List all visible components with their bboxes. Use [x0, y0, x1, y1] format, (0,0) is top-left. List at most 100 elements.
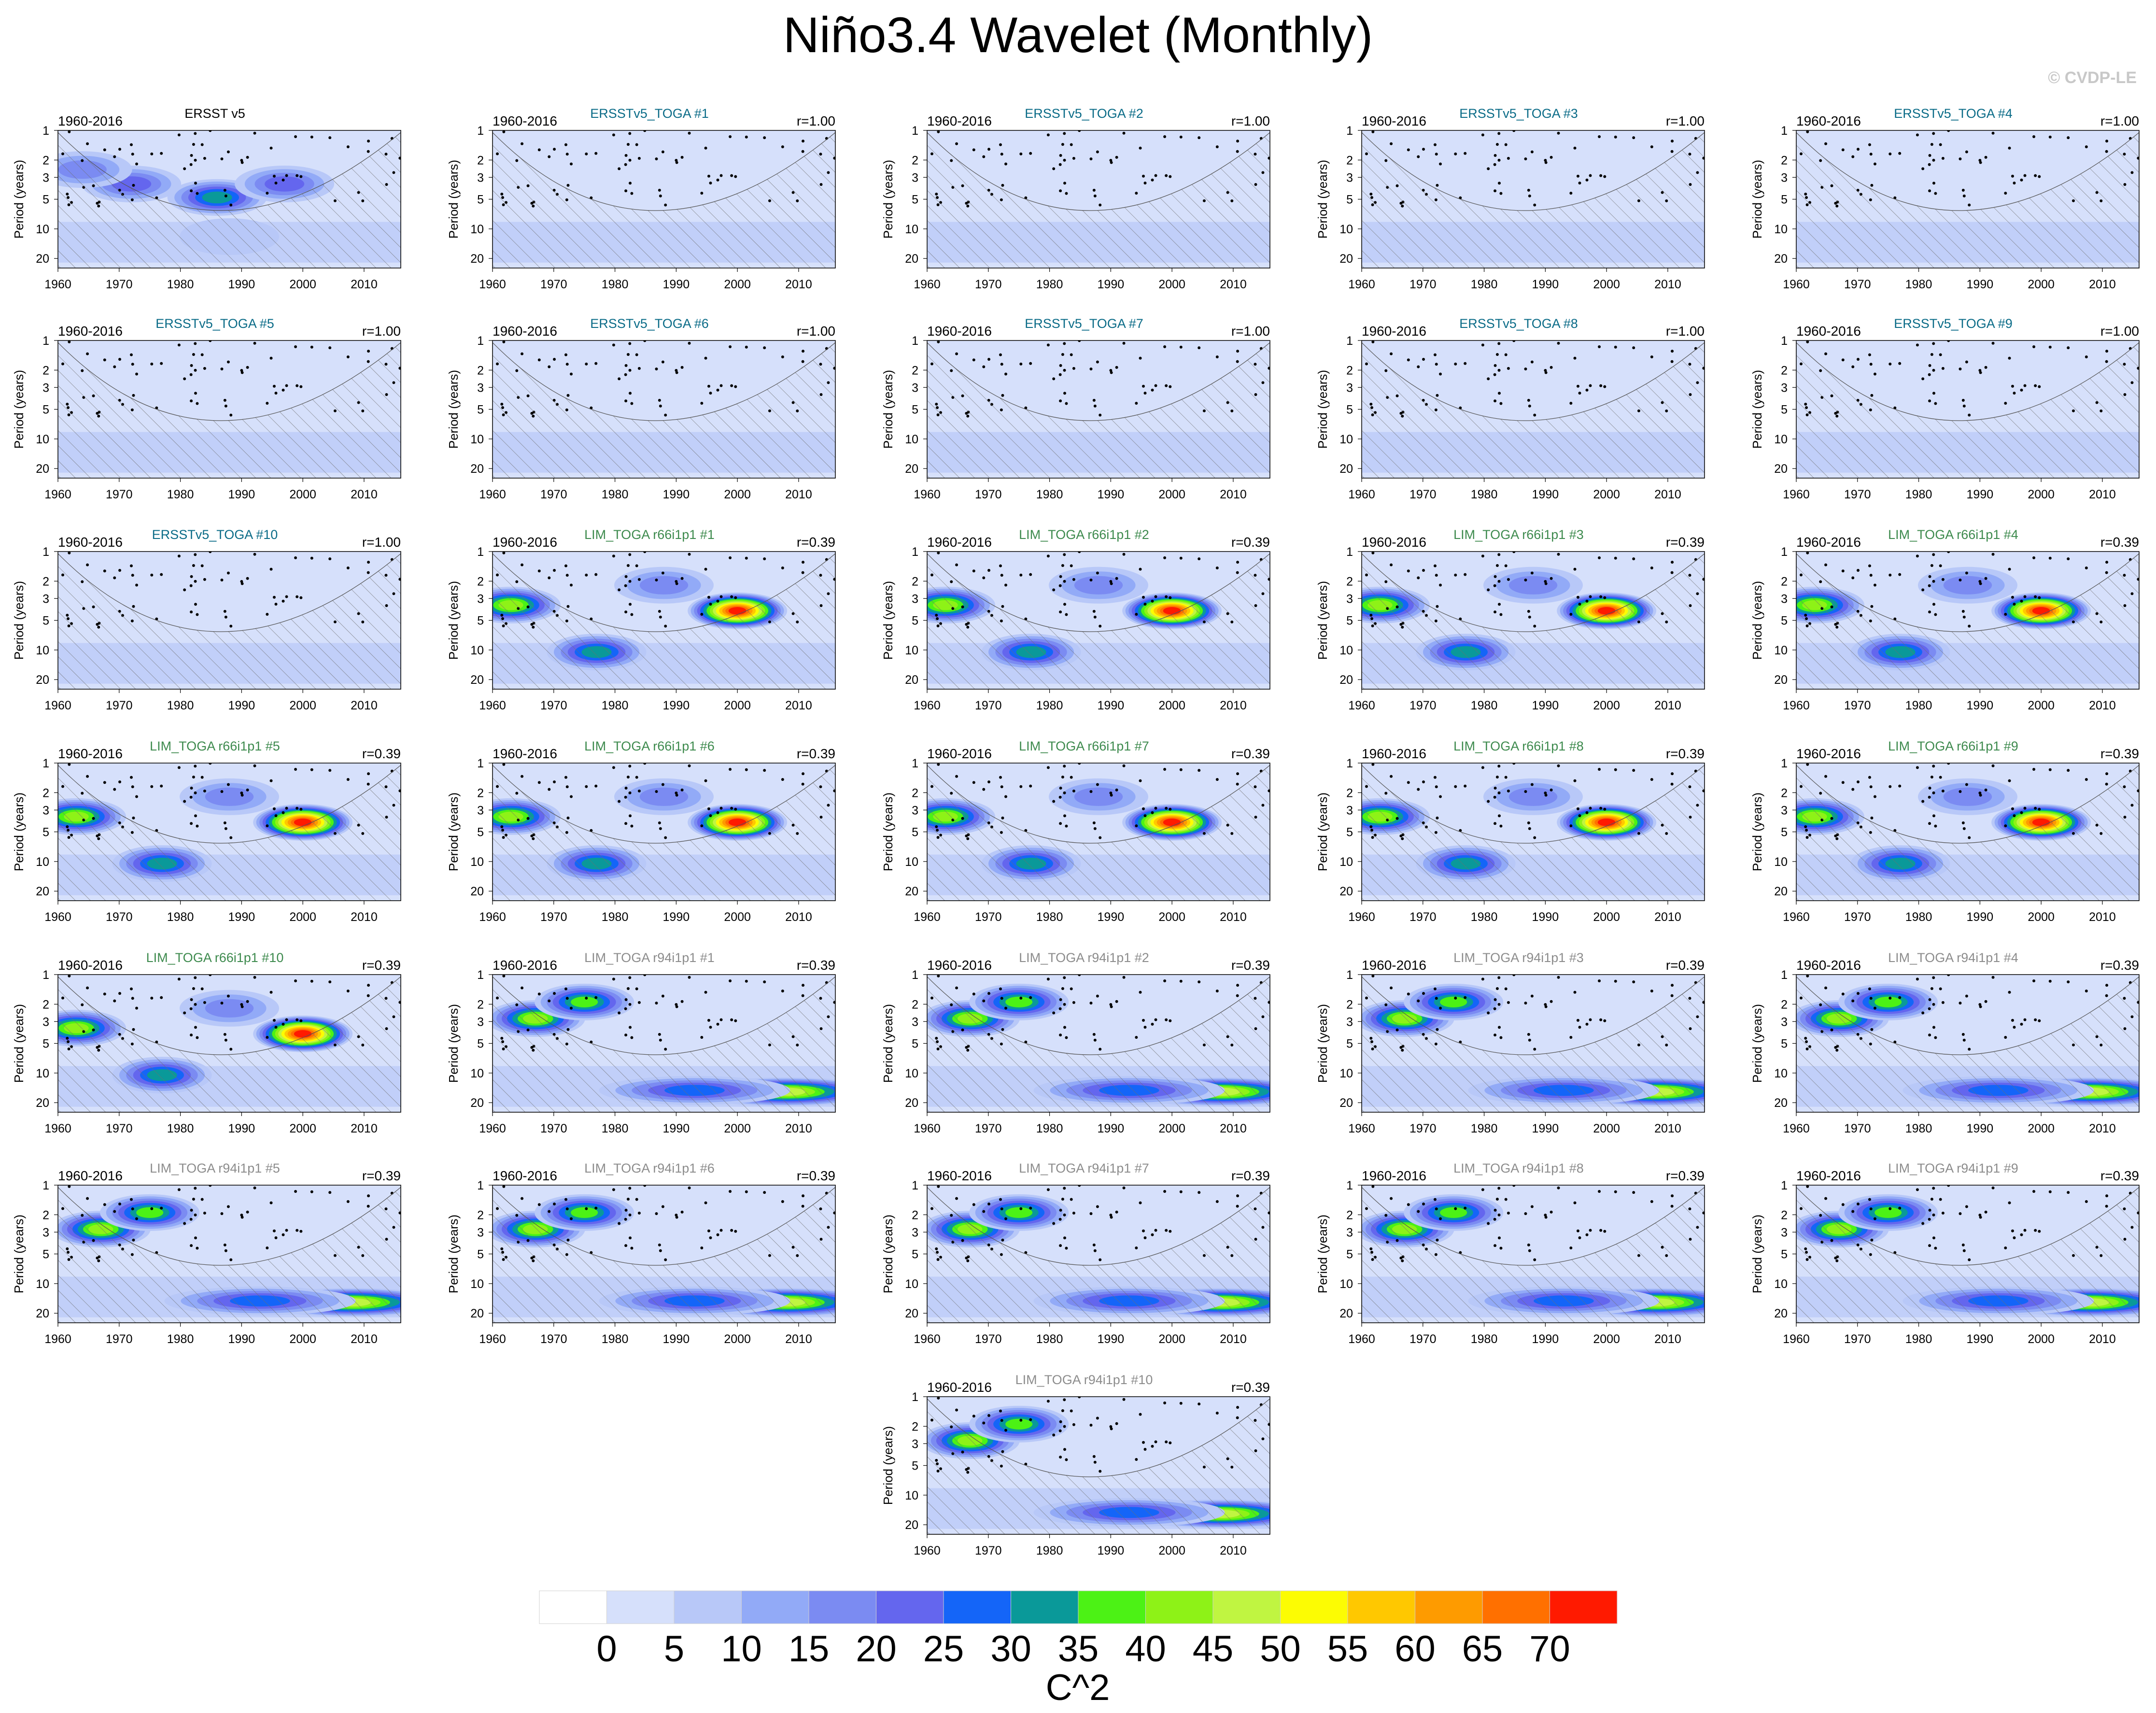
- significance-dot: [999, 1409, 1002, 1413]
- y-tick-label: 20: [905, 673, 918, 687]
- significance-dot: [224, 615, 227, 619]
- y-tick-label: 3: [912, 1437, 918, 1451]
- panel-correlation: r=0.39: [1231, 746, 1270, 761]
- significance-dot: [628, 1236, 632, 1240]
- significance-dot: [190, 1033, 193, 1037]
- x-tick-label: 1960: [1348, 488, 1375, 501]
- significance-dot: [1934, 1246, 1937, 1250]
- x-tick-label: 1980: [1905, 278, 1932, 291]
- significance-dot: [1497, 1187, 1501, 1190]
- panel-title: LIM_TOGA r94i1p1 #8: [1453, 1161, 1584, 1175]
- significance-dot: [688, 764, 691, 767]
- significance-dot: [2105, 782, 2108, 786]
- x-tick-label: 2000: [289, 910, 316, 924]
- significance-dot: [1059, 575, 1062, 578]
- significance-dot: [1459, 1251, 1462, 1254]
- x-tick-label: 1960: [1783, 1332, 1810, 1346]
- significance-dot: [628, 764, 632, 768]
- significance-dot: [1893, 196, 1897, 199]
- significance-dot: [1422, 780, 1425, 784]
- y-tick-label: 20: [1774, 673, 1788, 687]
- cone-of-influence: [1796, 553, 2139, 689]
- significance-dot: [1407, 148, 1410, 152]
- significance-dot: [2013, 1236, 2016, 1240]
- significance-dot: [129, 987, 133, 991]
- significance-dot: [1524, 157, 1527, 160]
- significance-dot: [521, 142, 524, 145]
- significance-dot: [716, 811, 719, 814]
- significance-dot: [2032, 345, 2036, 348]
- significance-dot: [982, 1210, 986, 1213]
- significance-dot: [1089, 1423, 1093, 1427]
- significance-dot: [132, 605, 135, 608]
- significance-dot: [203, 789, 206, 793]
- significance-dot: [1507, 1001, 1510, 1004]
- cone-of-influence: [58, 132, 401, 268]
- x-tick-label: 2000: [1158, 488, 1185, 501]
- significance-dot: [1528, 404, 1531, 408]
- significance-dot: [1569, 824, 1573, 828]
- y-tick-label: 3: [477, 381, 484, 395]
- significance-dot: [564, 353, 567, 356]
- y-tick-label: 5: [42, 193, 49, 207]
- significance-dot: [637, 578, 641, 581]
- significance-dot: [1046, 1400, 1050, 1403]
- significance-dot: [1585, 811, 1589, 814]
- x-tick-label: 1990: [1967, 910, 1994, 924]
- x-tick-label: 1980: [602, 488, 629, 501]
- significance-dot: [1065, 824, 1068, 828]
- significance-dot: [1670, 994, 1674, 997]
- significance-dot: [282, 599, 285, 603]
- significance-dot: [745, 1190, 748, 1193]
- significance-dot: [1569, 1036, 1573, 1039]
- significance-dot: [131, 363, 134, 366]
- cone-of-influence: [1796, 1187, 2139, 1323]
- x-tick-label: 2010: [2089, 488, 2116, 501]
- y-tick-label: 10: [470, 433, 484, 446]
- x-tick-label: 1960: [44, 1122, 71, 1135]
- y-tick-label: 10: [36, 644, 49, 657]
- y-tick-label: 5: [42, 614, 49, 628]
- significance-dot: [367, 350, 370, 353]
- significance-dot: [1497, 158, 1501, 162]
- y-tick-label: 1: [42, 1179, 49, 1192]
- significance-dot: [1433, 1198, 1437, 1201]
- significance-dot: [1198, 557, 1201, 561]
- significance-dot: [1599, 174, 1603, 177]
- significance-dot: [1198, 346, 1201, 350]
- significance-dot: [1928, 610, 1931, 614]
- panel-title: LIM_TOGA r66i1p1 #1: [584, 527, 715, 542]
- significance-dot: [192, 142, 195, 146]
- x-tick-label: 1990: [1098, 699, 1125, 712]
- significance-dot: [1573, 567, 1577, 571]
- significance-dot: [1544, 793, 1548, 797]
- y-axis-label: Period (years): [1750, 160, 1764, 239]
- panel-correlation: r=0.39: [2100, 1168, 2139, 1183]
- significance-dot: [1576, 1229, 1579, 1232]
- x-tick-label: 1990: [663, 910, 690, 924]
- significance-dot: [2004, 1036, 2007, 1039]
- significance-dot: [1417, 576, 1420, 580]
- significance-dot: [200, 353, 204, 356]
- significance-dot: [1169, 596, 1172, 599]
- significance-dot: [2013, 182, 2016, 185]
- power-contour: [571, 1207, 598, 1218]
- y-tick-label: 5: [1781, 193, 1788, 207]
- significance-dot: [1099, 1048, 1102, 1051]
- significance-dot: [1061, 142, 1064, 146]
- x-tick-label: 1970: [1844, 488, 1871, 501]
- significance-dot: [1598, 345, 1601, 348]
- significance-dot: [1898, 996, 1902, 999]
- y-tick-label: 1: [42, 757, 49, 770]
- significance-dot: [2038, 596, 2041, 599]
- y-axis-label: Period (years): [1315, 793, 1330, 871]
- significance-dot: [1959, 578, 1962, 581]
- significance-dot: [131, 997, 134, 1000]
- significance-dot: [1550, 577, 1553, 580]
- significance-dot: [2067, 1191, 2070, 1194]
- significance-dot: [1533, 836, 1536, 839]
- significance-dot: [272, 595, 276, 599]
- x-tick-label: 1990: [1967, 1332, 1994, 1346]
- significance-dot: [972, 569, 975, 573]
